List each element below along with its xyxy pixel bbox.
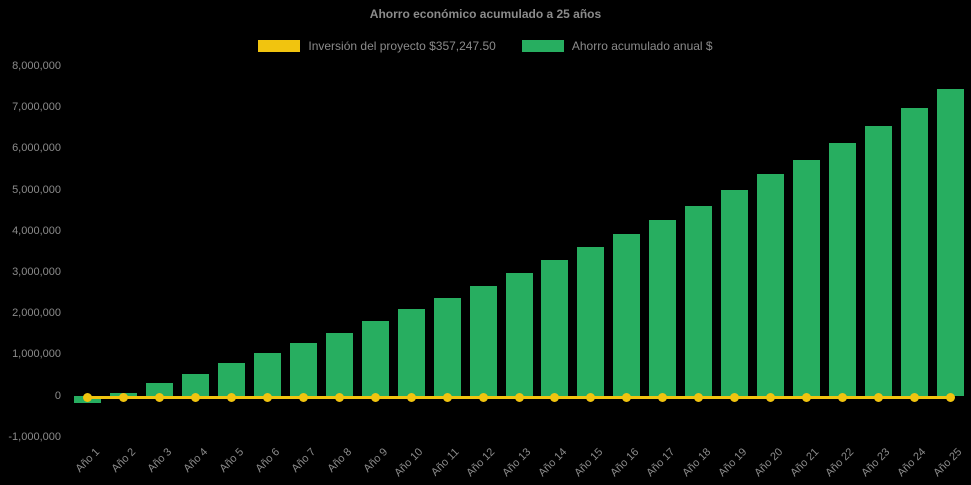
x-axis-tick-label: Año 2 (109, 446, 139, 475)
chart-title: Ahorro económico acumulado a 25 años (369, 7, 602, 21)
x-axis-tick-label: Año 17 (644, 446, 678, 480)
bar-año-3 (146, 383, 174, 396)
bar-año-14 (541, 260, 569, 396)
bar-año-11 (433, 298, 461, 396)
x-axis-tick-label: Año 18 (679, 446, 714, 480)
investment-line-marker (83, 392, 93, 402)
investment-line-marker (334, 392, 344, 402)
investment-line-marker (694, 392, 704, 402)
investment-line-marker (442, 392, 452, 402)
x-axis-tick-label: Año 7 (289, 446, 318, 475)
investment-line-marker (837, 392, 847, 402)
investment-line-marker (119, 392, 129, 402)
investment-line-marker (191, 392, 201, 402)
x-axis-tick-label: Año 15 (572, 446, 606, 480)
y-axis-tick-label: 4,000,000 (12, 224, 61, 237)
bar-año-20 (756, 174, 784, 396)
x-axis-tick-label: Año 10 (392, 446, 426, 480)
x-axis-tick-label: Año 22 (823, 446, 857, 480)
investment-line-marker (622, 392, 632, 402)
y-axis-tick-label: 1,000,000 (12, 348, 61, 361)
x-axis-tick-label: Año 25 (931, 446, 965, 480)
bar-año-10 (397, 309, 425, 396)
bar-año-17 (649, 219, 677, 396)
bar-año-21 (792, 159, 820, 396)
y-axis-tick-label: 2,000,000 (12, 307, 61, 320)
investment-line-marker (370, 392, 380, 402)
legend-swatch-green (521, 40, 564, 52)
legend-swatch-yellow (258, 40, 301, 52)
investment-line-marker (298, 392, 308, 402)
x-axis-tick-label: Año 16 (608, 446, 642, 480)
bar-año-8 (325, 332, 353, 396)
x-axis-tick-label: Año 14 (536, 446, 570, 480)
x-axis-tick-label: Año 12 (464, 446, 498, 480)
y-axis-tick-label: 8,000,000 (12, 59, 61, 72)
investment-line-marker (478, 392, 488, 402)
investment-line-marker (227, 392, 237, 402)
investment-line-marker (909, 392, 919, 402)
investment-line-marker (586, 392, 596, 402)
investment-line-marker (873, 392, 883, 402)
bar-año-23 (864, 125, 892, 396)
bar-año-12 (469, 285, 497, 396)
legend-label-ahorro: Ahorro acumulado anual $ (571, 39, 713, 53)
y-axis-tick-label: 3,000,000 (12, 265, 61, 278)
x-axis-tick-label: Año 6 (253, 446, 283, 475)
bar-año-5 (218, 363, 246, 396)
legend-item-ahorro[interactable]: Ahorro acumulado anual $ (521, 39, 713, 53)
x-axis-tick-label: Año 23 (859, 446, 893, 480)
x-axis-tick-label: Año 9 (360, 446, 390, 475)
investment-line-marker (658, 392, 668, 402)
bar-año-19 (721, 190, 749, 396)
y-axis-tick-label: 5,000,000 (12, 183, 61, 196)
investment-line-marker (155, 392, 165, 402)
x-axis-tick-label: Año 5 (217, 446, 247, 475)
x-axis-tick-label: Año 20 (751, 446, 785, 480)
investment-line-marker (765, 392, 775, 402)
legend-item-inversion[interactable]: Inversión del proyecto $357,247.50 (258, 39, 496, 53)
y-axis-tick-label: 7,000,000 (12, 101, 61, 114)
investment-line-marker (514, 392, 524, 402)
legend-label-inversion: Inversión del proyecto $357,247.50 (308, 39, 496, 53)
x-axis-tick-label: Año 1 (73, 446, 103, 475)
bar-año-24 (900, 107, 928, 396)
bar-año-7 (289, 343, 317, 396)
investment-line-marker (730, 392, 740, 402)
x-axis-tick-label: Año 8 (325, 446, 354, 475)
y-axis-tick-label: 0 (54, 389, 61, 402)
investment-line-marker (945, 392, 955, 402)
x-axis-tick-label: Año 19 (715, 446, 750, 480)
bar-año-18 (685, 206, 713, 396)
y-axis-tick-label: -1,000,000 (8, 430, 61, 443)
x-axis-tick-label: Año 3 (145, 446, 175, 475)
investment-line-marker (406, 392, 416, 402)
x-axis-tick-label: Año 24 (895, 446, 929, 480)
bar-año-25 (936, 89, 964, 396)
bar-año-9 (361, 321, 389, 396)
investment-line-marker (263, 392, 273, 402)
bar-año-22 (828, 143, 856, 396)
y-axis-tick-label: 6,000,000 (12, 142, 61, 155)
bar-año-15 (577, 247, 605, 396)
x-axis-tick-label: Año 21 (787, 446, 821, 480)
investment-line-marker (550, 392, 560, 402)
investment-line-marker (801, 392, 811, 402)
bar-año-6 (254, 353, 282, 396)
x-axis-tick-label: Año 13 (500, 446, 534, 480)
bar-año-13 (505, 273, 533, 396)
x-axis-tick-label: Año 11 (429, 446, 462, 479)
chart-legend: Inversión del proyecto $357,247.50 Ahorr… (0, 39, 971, 53)
x-axis-tick-label: Año 4 (181, 446, 211, 475)
bar-año-4 (182, 373, 210, 396)
bar-año-16 (613, 234, 641, 396)
